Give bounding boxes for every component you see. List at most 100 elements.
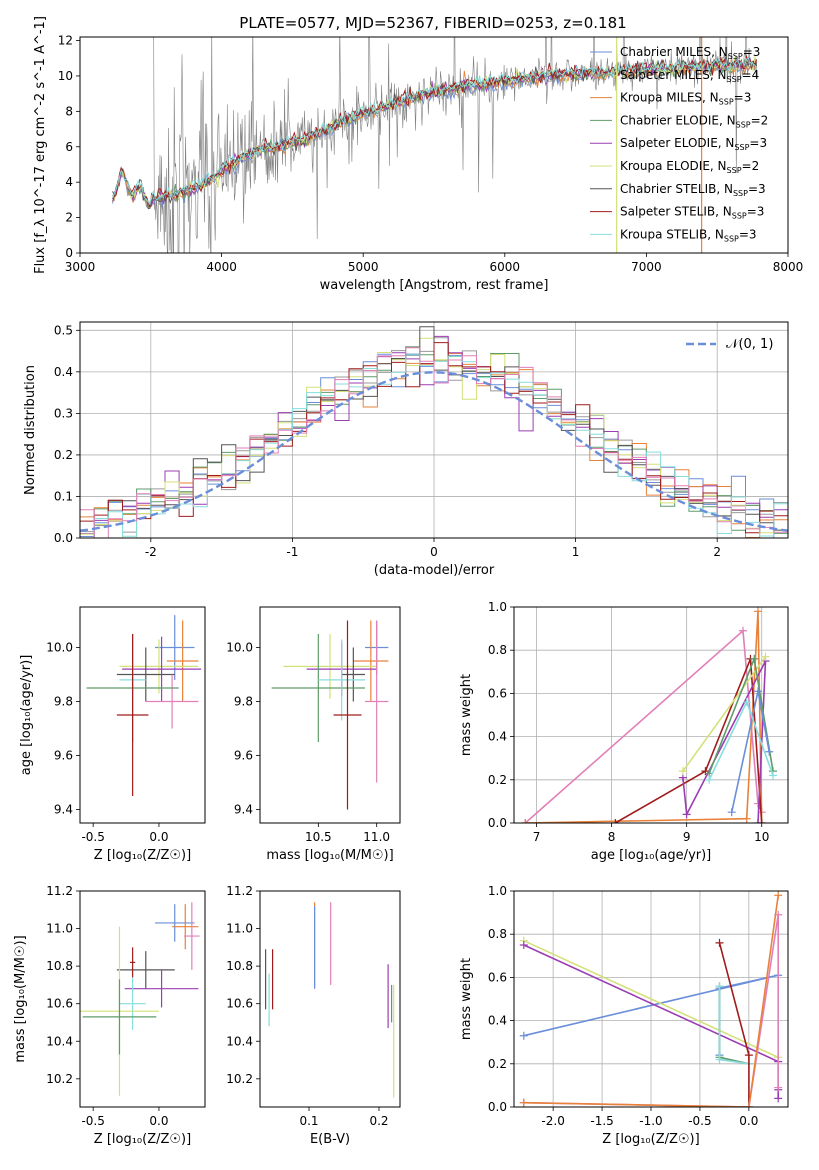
plot-area xyxy=(271,620,389,810)
y-tick-label: 10.0 xyxy=(46,641,73,655)
x-tick-label: 8000 xyxy=(773,260,804,274)
series-point xyxy=(705,775,714,784)
axes-frame xyxy=(259,606,401,824)
series-line xyxy=(708,655,774,774)
plot-area xyxy=(519,891,783,1107)
x-axis-label: (data-model)/error xyxy=(374,563,495,578)
y-tick-label: 0.4 xyxy=(54,365,73,379)
y-tick-label: 11.0 xyxy=(46,922,73,936)
legend-label: Salpeter ELODIE, NSSP=3 xyxy=(620,136,767,152)
legend-label: Chabrier STELIB, NSSP=3 xyxy=(620,182,766,198)
axes-frame xyxy=(513,890,789,1108)
y-tick-label: 11.2 xyxy=(46,884,73,898)
panel-massweight_vs_age: 7 8 9 10 0.0 0.2 0.4 0.6 0.8 1.0 age [log₁₀(age/yr… xyxy=(459,600,789,863)
x-tick-label: -2.0 xyxy=(541,1114,564,1128)
y-tick-label: 0.0 xyxy=(488,816,507,830)
series-point xyxy=(765,747,774,756)
y-tick-label: 0.2 xyxy=(488,1057,507,1071)
y-tick-label: 4 xyxy=(65,175,73,189)
x-tick-label: 5000 xyxy=(348,260,379,274)
x-axis-label: Z [log₁₀(Z/Z☉)] xyxy=(94,848,191,863)
x-axis-label: Z [log₁₀(Z/Z☉)] xyxy=(94,1132,191,1147)
y-tick-label: 0.0 xyxy=(488,1100,507,1114)
panel-age_vs_Z: -0.5 0.0 9.4 9.6 9.8 10.0 Z [log₁₀(Z/Z☉)] age [… xyxy=(19,606,206,863)
x-tick-label: -0.5 xyxy=(688,1114,711,1128)
panel-mass_vs_Z: -0.5 0.0 10.2 10.4 10.6 10.8 11.0 11.2 Z [log₁₀(… xyxy=(13,884,206,1147)
x-tick-label: 0.0 xyxy=(739,1114,758,1128)
y-tick-label: 0.0 xyxy=(54,531,73,545)
x-tick-label: 8 xyxy=(608,830,616,844)
series-point xyxy=(753,819,762,823)
y-tick-label: 9.8 xyxy=(234,695,253,709)
plot-area xyxy=(80,902,200,1096)
panel-massweight_vs_Z: -2.0 -1.5 -1.0 -0.5 0.0 0.0 0.2 0.4 0.6 0.8 1.0 Z [… xyxy=(459,884,789,1147)
y-tick-label: 10.2 xyxy=(226,1072,253,1086)
y-tick-label: 9.4 xyxy=(54,803,73,817)
series-point xyxy=(715,982,724,991)
x-tick-label: 2 xyxy=(713,545,721,559)
series-point xyxy=(750,654,759,663)
y-tick-label: 10.2 xyxy=(46,1072,73,1086)
series-line xyxy=(523,895,779,1107)
series-point xyxy=(519,1098,528,1107)
x-axis-label: Z [log₁₀(Z/Z☉)] xyxy=(602,1132,699,1147)
y-tick-label: 10 xyxy=(58,69,73,83)
x-tick-label: -0.5 xyxy=(81,830,104,844)
y-axis-label: mass [log₁₀(M/M☉)] xyxy=(13,935,28,1062)
y-tick-label: 0.4 xyxy=(488,1014,507,1028)
panel-residuals: -2 -1 0 1 2 0.0 0.1 0.2 0.3 0.4 0.5 (data-model)/er… xyxy=(23,321,789,578)
y-tick-label: 10.6 xyxy=(226,997,253,1011)
y-tick-label: 0.4 xyxy=(488,730,507,744)
model-spectrum-line xyxy=(112,56,758,206)
normal-reference-curve xyxy=(80,371,788,532)
x-tick-label: -2 xyxy=(145,545,157,559)
model-spectrum-line xyxy=(112,54,758,208)
y-axis-label: Flux [f_λ 10^-17 erg cm^-2 s^-1 A^-1] xyxy=(33,16,48,274)
series-point xyxy=(744,1051,753,1060)
plot-area xyxy=(80,326,788,538)
y-axis-label: age [log₁₀(age/yr)] xyxy=(19,655,34,776)
axes-frame xyxy=(79,36,789,254)
y-tick-label: 0.1 xyxy=(54,489,73,503)
x-tick-label: 11.0 xyxy=(363,830,390,844)
x-axis-label: mass [log₁₀(M/M☉)] xyxy=(266,848,393,863)
axes-frame xyxy=(79,606,206,824)
x-tick-label: 3000 xyxy=(65,260,96,274)
series-point xyxy=(753,687,762,696)
y-tick-label: 0 xyxy=(65,246,73,260)
x-tick-label: -1.5 xyxy=(590,1114,613,1128)
figure-title: PLATE=0577, MJD=52367, FIBERID=0253, z=0… xyxy=(239,14,626,32)
series-point xyxy=(768,771,777,780)
plot-area xyxy=(86,615,202,796)
series-point xyxy=(742,814,751,823)
legend-label: Kroupa STELIB, NSSP=3 xyxy=(620,227,757,243)
legend-label: Kroupa MILES, NSSP=3 xyxy=(620,91,751,107)
x-tick-label: 4000 xyxy=(206,260,237,274)
legend-label: Chabrier MILES, NSSP=3 xyxy=(620,45,760,61)
x-tick-label: 7 xyxy=(533,830,541,844)
x-tick-label: 1 xyxy=(572,545,580,559)
series-point xyxy=(761,652,770,661)
y-tick-label: 1.0 xyxy=(488,884,507,898)
series-point xyxy=(757,819,766,823)
axes-frame xyxy=(79,321,789,539)
y-axis-label: mass weight xyxy=(459,674,474,756)
series-point xyxy=(742,698,751,707)
series-point xyxy=(753,607,762,616)
y-tick-label: 0.8 xyxy=(488,927,507,941)
legend-label: Salpeter STELIB, NSSP=3 xyxy=(620,205,764,221)
y-tick-label: 2 xyxy=(65,211,73,225)
y-tick-label: 11.2 xyxy=(226,884,253,898)
series-point xyxy=(774,1094,783,1103)
legend-label: Salpeter MILES, NSSP=4 xyxy=(620,68,759,84)
y-axis-label: mass weight xyxy=(459,958,474,1040)
series-point xyxy=(521,819,530,823)
axes-frame xyxy=(79,890,206,1108)
x-tick-label: 10 xyxy=(754,830,769,844)
histogram-step xyxy=(80,347,788,538)
series-point xyxy=(774,891,783,900)
x-tick-label: -1 xyxy=(286,545,298,559)
y-tick-label: 0.6 xyxy=(488,970,507,984)
x-axis-label: wavelength [Angstrom, rest frame] xyxy=(320,278,549,293)
y-tick-label: 0.6 xyxy=(488,686,507,700)
